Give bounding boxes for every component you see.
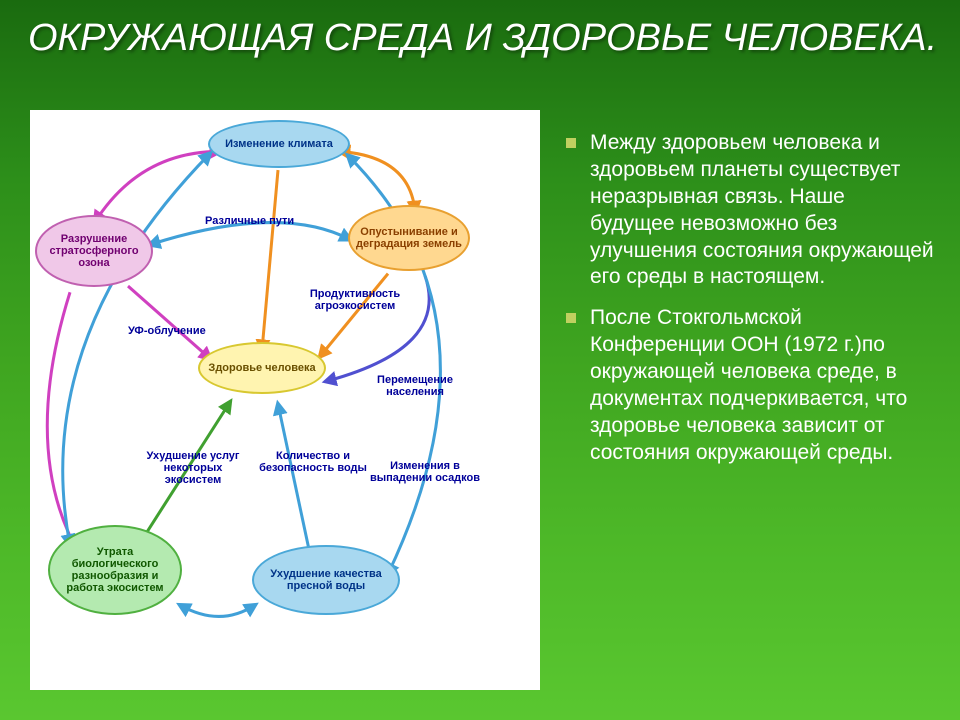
diagram-container: Изменение климата Разрушение стратосферно… xyxy=(30,110,540,690)
bullet-marker-icon xyxy=(566,138,576,148)
diagram-label-agro: Продуктивность агроэкосистем xyxy=(300,288,410,312)
diagram-label-watersec: Количество и безопасность воды xyxy=(258,450,368,474)
page-title: ОКРУЖАЮЩАЯ СРЕДА И ЗДОРОВЬЕ ЧЕЛОВЕКА. xyxy=(0,0,960,59)
text-column: Между здоровьем человека и здоровьем пла… xyxy=(540,110,960,720)
diagram-label-rain: Изменения в выпадении осадков xyxy=(370,460,480,484)
diagram-label-migrate: Перемещение населения xyxy=(360,374,470,398)
diagram-node-water: Ухудшение качества пресной воды xyxy=(252,545,400,615)
bullet-text: Между здоровьем человека и здоровьем пла… xyxy=(590,130,934,291)
diagram-node-ozone: Разрушение стратосферного озона xyxy=(35,215,153,287)
diagram-label-eco: Ухудшение услуг некоторых экосистем xyxy=(138,450,248,486)
diagram-node-biodiv: Утрата биологического разнообразия и раб… xyxy=(48,525,182,615)
diagram-label-paths: Различные пути xyxy=(205,215,294,227)
bullet-text: После Стокгольмской Конференции ООН (197… xyxy=(590,305,934,466)
diagram-label-uv: УФ-облучение xyxy=(128,325,206,337)
diagram-node-desert: Опустынивание и деградация земель xyxy=(348,205,470,271)
bullet-item: После Стокгольмской Конференции ООН (197… xyxy=(566,305,934,466)
content-row: Изменение климата Разрушение стратосферно… xyxy=(0,110,960,720)
bullet-marker-icon xyxy=(566,313,576,323)
bullet-item: Между здоровьем человека и здоровьем пла… xyxy=(566,130,934,291)
diagram-node-climate: Изменение климата xyxy=(208,120,350,168)
diagram-node-health: Здоровье человека xyxy=(198,342,326,394)
network-diagram: Изменение климата Разрушение стратосферно… xyxy=(30,110,540,690)
